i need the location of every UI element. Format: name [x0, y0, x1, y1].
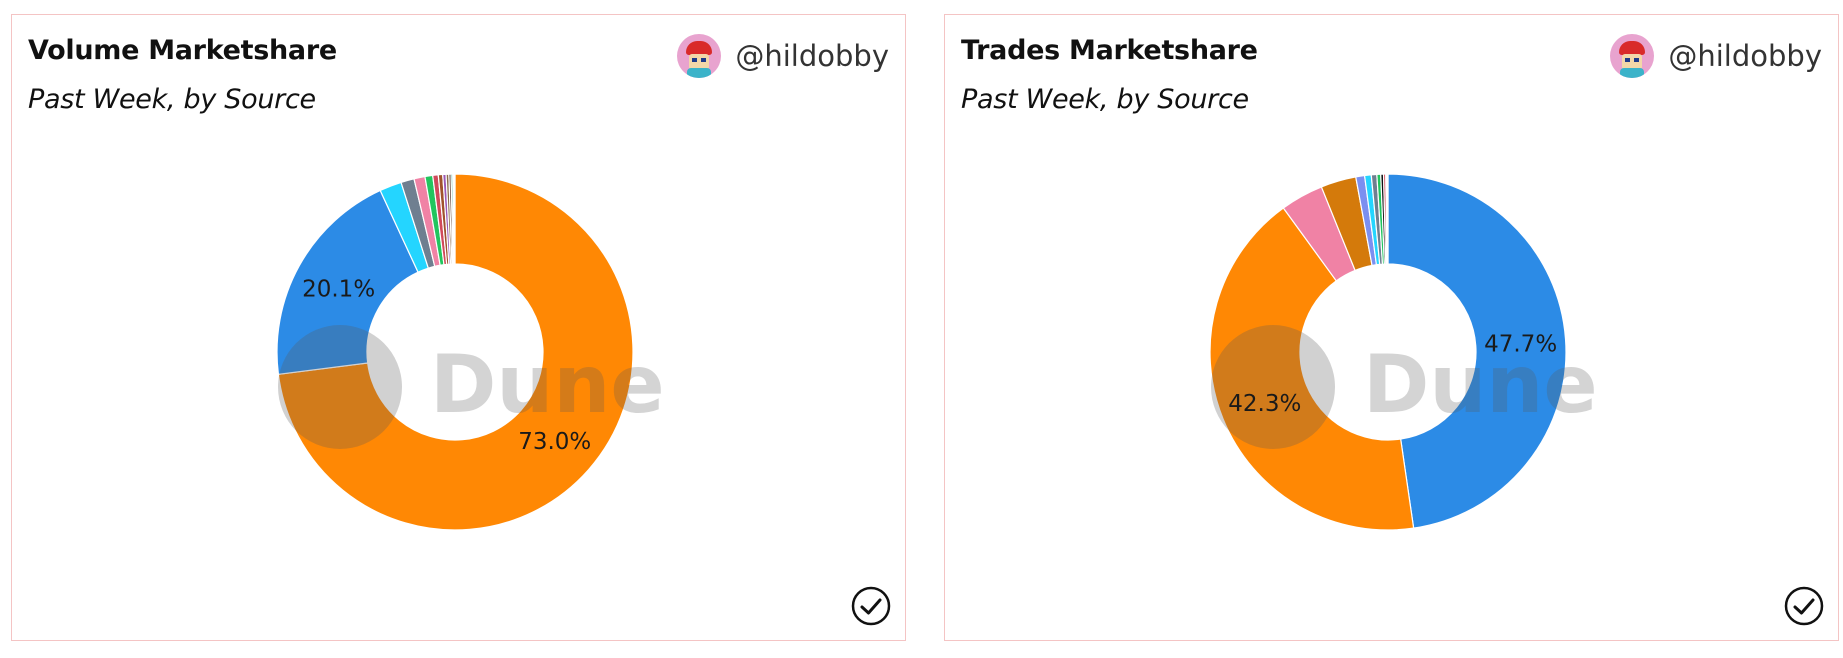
chart-title: Trades Marketshare — [961, 35, 1258, 66]
avatar-icon — [1610, 34, 1655, 78]
author-link[interactable]: @hildobby — [677, 33, 889, 79]
trades-marketshare-panel: Dune 47.7% 42.3% Trades Marketshare Past W… — [944, 14, 1839, 641]
dune-watermark-text: Dune — [430, 338, 665, 431]
dune-watermark: Dune — [1211, 325, 1598, 449]
donut-slice-0[interactable] — [1387, 173, 1567, 529]
donut-slice-1[interactable] — [276, 189, 419, 375]
slice-data-label: 42.3% — [1228, 391, 1301, 417]
author-handle[interactable]: @hildobby — [735, 39, 889, 73]
donut-slice-13[interactable] — [453, 173, 456, 265]
slice-data-label: 73.0% — [518, 429, 591, 455]
chart-subtitle: Past Week, by Source — [28, 84, 316, 115]
donut-slice-11[interactable] — [1386, 173, 1389, 265]
chart-title: Volume Marketshare — [28, 35, 337, 66]
author-handle[interactable]: @hildobby — [1668, 39, 1822, 73]
dune-logo-icon — [1211, 325, 1335, 449]
volume-marketshare-panel: Dune 73.0% 20.1% Volume Marketshare Past W… — [11, 14, 906, 641]
dune-watermark: Dune — [278, 325, 665, 449]
donut-slice-1[interactable] — [1209, 207, 1415, 531]
slice-data-label: 47.7% — [1484, 331, 1557, 357]
check-circle-icon — [851, 586, 891, 626]
dune-logo-icon — [278, 325, 402, 449]
slice-data-label: 20.1% — [302, 277, 375, 303]
avatar-icon — [677, 34, 722, 78]
chart-subtitle: Past Week, by Source — [961, 84, 1249, 115]
author-link[interactable]: @hildobby — [1610, 33, 1822, 79]
donut-slice-0[interactable] — [277, 173, 634, 531]
check-circle-icon — [1784, 586, 1824, 626]
dune-watermark-text: Dune — [1363, 338, 1598, 431]
